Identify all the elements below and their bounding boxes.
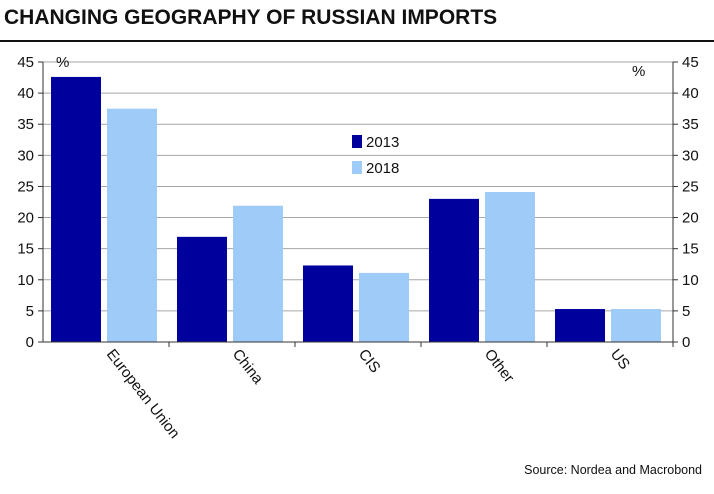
axes bbox=[38, 61, 678, 347]
y-tick-label-left: 20 bbox=[17, 210, 34, 227]
legend-label-2018: 2018 bbox=[366, 160, 399, 177]
bar-2013-us bbox=[555, 309, 605, 342]
bar-2018-us bbox=[611, 309, 661, 342]
bar-2018-china bbox=[233, 205, 283, 342]
bar-2013-european-union bbox=[51, 76, 101, 342]
y-tick-label-right: 25 bbox=[682, 178, 699, 195]
y-tick-label-left: 45 bbox=[17, 54, 34, 71]
y-unit-left: % bbox=[56, 54, 69, 71]
x-category-label: China bbox=[229, 346, 267, 388]
y-tick-label-left: 10 bbox=[17, 272, 34, 289]
y-tick-label-right: 5 bbox=[682, 303, 690, 320]
y-tick-label-right: 35 bbox=[682, 116, 699, 133]
y-tick-label-left: 5 bbox=[26, 303, 34, 320]
y-tick-label-left: 40 bbox=[17, 85, 34, 102]
y-tick-label-left: 0 bbox=[26, 334, 34, 351]
y-tick-label-right: 30 bbox=[682, 147, 699, 164]
bar-2013-other bbox=[429, 198, 479, 342]
legend-swatch-2018 bbox=[352, 161, 362, 174]
chart-title: CHANGING GEOGRAPHY OF RUSSIAN IMPORTS bbox=[4, 6, 498, 29]
y-ticks-right: 0 5 10 15 20 25 30 35 40 45 bbox=[682, 54, 699, 351]
x-category-labels: European Union China CIS Other US bbox=[103, 346, 633, 442]
y-tick-label-left: 30 bbox=[17, 147, 34, 164]
y-tick-label-right: 15 bbox=[682, 241, 699, 258]
y-tick-label-right: 40 bbox=[682, 85, 699, 102]
x-category-label: CIS bbox=[355, 346, 384, 376]
legend-swatch-2013 bbox=[352, 135, 362, 148]
bar-2013-china bbox=[177, 236, 227, 342]
bar-2018-european-union bbox=[107, 108, 157, 343]
legend-label-2013: 2013 bbox=[366, 134, 399, 151]
bar-2018-other bbox=[485, 192, 535, 342]
y-tick-label-left: 35 bbox=[17, 116, 34, 133]
x-category-label: US bbox=[607, 346, 633, 373]
y-tick-label-right: 45 bbox=[682, 54, 699, 71]
y-tick-label-right: 20 bbox=[682, 210, 699, 227]
bar-2013-cis bbox=[303, 265, 353, 342]
source-note: Source: Nordea and Macrobond bbox=[524, 463, 702, 477]
bar-2018-cis bbox=[359, 272, 409, 342]
legend: 2013 2018 bbox=[352, 134, 399, 177]
x-category-label: European Union bbox=[103, 346, 183, 442]
y-tick-label-left: 25 bbox=[17, 178, 34, 195]
y-unit-right: % bbox=[632, 63, 645, 80]
y-tick-label-right: 10 bbox=[682, 272, 699, 289]
x-category-label: Other bbox=[481, 346, 517, 386]
y-tick-label-right: 0 bbox=[682, 334, 690, 351]
title-rule bbox=[0, 40, 714, 42]
y-tick-label-left: 15 bbox=[17, 241, 34, 258]
bars bbox=[51, 76, 661, 343]
y-ticks-left: 0 5 10 15 20 25 30 35 40 45 bbox=[17, 54, 34, 351]
